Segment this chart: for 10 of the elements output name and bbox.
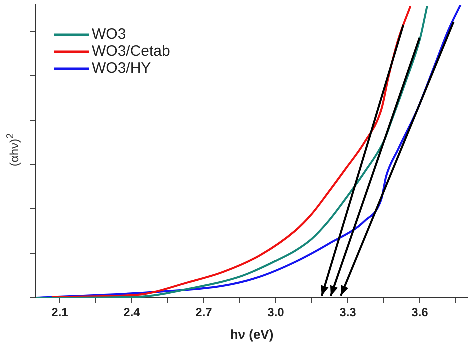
x-tick-label: 3.0 — [268, 306, 285, 320]
legend-label: WO3 — [92, 26, 126, 44]
x-tick-label: 3.3 — [340, 306, 357, 320]
legend-label: WO3/HY — [92, 60, 152, 78]
legend-label: WO3/Cetab — [92, 43, 170, 60]
x-tick-label: 3.6 — [412, 306, 429, 320]
x-axis-title: hν (eV) — [230, 326, 274, 342]
x-tick-label: 2.1 — [52, 306, 69, 320]
x-tick-label: 2.4 — [124, 306, 141, 320]
x-tick-label: 2.7 — [196, 306, 213, 320]
